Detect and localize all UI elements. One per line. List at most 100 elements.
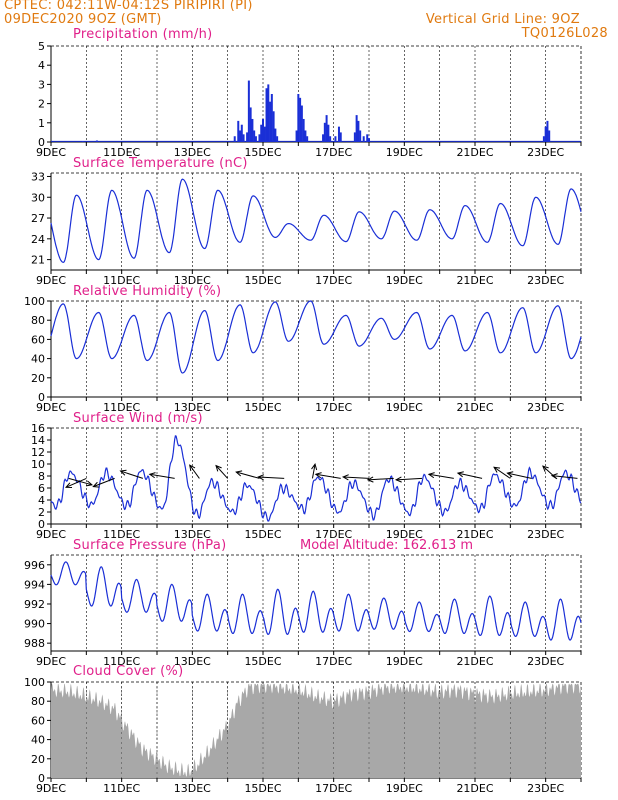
precip-bar (337, 126, 340, 142)
rh-x-tick-label: 21DEC (456, 401, 493, 414)
precip-y-tick-label: 1 (38, 117, 45, 130)
pres-x-tick-label: 19DEC (386, 655, 423, 668)
precip-bar (253, 130, 256, 142)
wind-arrow (396, 477, 423, 481)
rh-y-tick-label: 0 (38, 391, 45, 404)
wind-arrow-head (506, 471, 514, 478)
wind-y-tick-label: 8 (38, 470, 45, 483)
temp-y-tick-label: 21 (31, 254, 45, 267)
precip-bar (247, 80, 250, 142)
cloud-y-tick-label: 40 (31, 734, 45, 747)
precip-bar (265, 88, 268, 142)
precip-bar (246, 132, 249, 142)
precip-bar (297, 94, 300, 142)
wind-arrow-head (189, 464, 196, 472)
pres-y-tick-label: 994 (24, 578, 45, 591)
precip-bar (353, 132, 356, 142)
cloud-x-tick-label: 23DEC (527, 782, 564, 795)
wind-x-tick-label: 9DEC (36, 528, 66, 541)
wind-arrow-head (394, 476, 402, 483)
wind-arrow-head (85, 480, 94, 487)
wind-arrow-head (493, 466, 501, 473)
precip-bar (272, 111, 275, 142)
wind-arrow-head (257, 474, 265, 481)
rh-y-tick-label: 100 (24, 295, 45, 308)
temp-title: Surface Temperature (nC) (73, 156, 248, 171)
temp-line (50, 178, 582, 263)
rh-x-tick-label: 13DEC (174, 401, 211, 414)
temp-panel: 21 24 27 30 33 9DEC 11DEC 13DEC 15DEC 17DEC 19DEC 2… (31, 170, 582, 287)
wind-arrow (428, 473, 454, 479)
wind-arrow-head (314, 472, 322, 479)
temp-y-tick-label: 27 (31, 212, 45, 225)
wind-arrow (551, 475, 578, 479)
rh-y-tick-label: 20 (31, 372, 45, 385)
precip-bar (258, 134, 261, 142)
precip-x-tick-label: 23DEC (527, 146, 564, 159)
wind-y-tick-label: 12 (31, 446, 45, 459)
wind-x-tick-label: 11DEC (103, 528, 140, 541)
cloud-y-tick-label: 0 (38, 772, 45, 785)
rh-x-tick-label: 17DEC (315, 401, 352, 414)
precip-bar (95, 140, 98, 142)
pres-x-tick-label: 9DEC (36, 655, 66, 668)
wind-arrow-head (427, 472, 435, 479)
cloud-y-tick-label: 100 (24, 676, 45, 689)
header-station: CPTEC: 042:11W-04:12S PIRIPIRI (PI) (4, 0, 253, 13)
wind-y-tick-label: 14 (31, 434, 45, 447)
precip-bar (546, 120, 549, 142)
precip-bar (325, 115, 328, 142)
wind-arrow (65, 477, 87, 488)
cloud-title: Cloud Cover (%) (73, 664, 184, 679)
precip-x-tick-label: 13DEC (174, 146, 211, 159)
temp-x-tick-label: 23DEC (527, 274, 564, 287)
precip-bar (81, 141, 84, 142)
wind-y-tick-label: 2 (38, 506, 45, 519)
cloud-x-tick-label: 21DEC (456, 782, 493, 795)
rh-x-tick-label: 9DEC (36, 401, 66, 414)
rh-x-tick-label: 19DEC (386, 401, 423, 414)
precip-x-tick-label: 11DEC (103, 146, 140, 159)
cloud-y-tick-label: 60 (31, 714, 45, 727)
cloud-x-tick-label: 11DEC (103, 782, 140, 795)
precip-bar (304, 130, 307, 142)
pres-x-tick-label: 17DEC (315, 655, 352, 668)
rh-y-tick-label: 60 (31, 333, 45, 346)
wind-arrow-head (64, 482, 73, 489)
wind-x-tick-label: 19DEC (386, 528, 423, 541)
precip-y-tick-label: 0 (38, 136, 45, 149)
wind-arrow (189, 464, 200, 479)
wind-arrow-head (550, 473, 558, 480)
wind-arrow-head (341, 474, 349, 481)
wind-y-tick-label: 0 (38, 518, 45, 531)
precip-bar (295, 130, 298, 142)
temp-x-tick-label: 13DEC (174, 274, 211, 287)
wind-arrow (507, 472, 532, 479)
temp-y-tick-label: 30 (31, 191, 45, 204)
wind-arrow (457, 472, 483, 479)
temp-x-tick-label: 19DEC (386, 274, 423, 287)
precip-bar (242, 134, 245, 142)
header-grid-note: Vertical Grid Line: 9OZ (425, 12, 580, 27)
rh-y-tick-label: 40 (31, 353, 45, 366)
precip-bar (251, 118, 254, 142)
precip-bar (276, 136, 279, 142)
wind-x-tick-label: 17DEC (315, 528, 352, 541)
wind-arrow (93, 477, 115, 488)
precip-bar (334, 136, 337, 142)
precip-x-tick-label: 17DEC (315, 146, 352, 159)
cloud-area (51, 683, 581, 778)
pres-x-tick-label: 11DEC (103, 655, 140, 668)
precip-bar (300, 105, 303, 142)
precip-bar (299, 97, 302, 142)
wind-arrow (149, 473, 175, 479)
header-code: TQ0126L028 (521, 26, 608, 41)
wind-y-tick-label: 16 (31, 422, 45, 435)
cloud-x-tick-label: 13DEC (174, 782, 211, 795)
wind-x-tick-label: 21DEC (456, 528, 493, 541)
temp-x-tick-label: 11DEC (103, 274, 140, 287)
wind-arrow (493, 466, 511, 479)
wind-x-tick-label: 23DEC (527, 528, 564, 541)
rh-line (50, 300, 582, 374)
